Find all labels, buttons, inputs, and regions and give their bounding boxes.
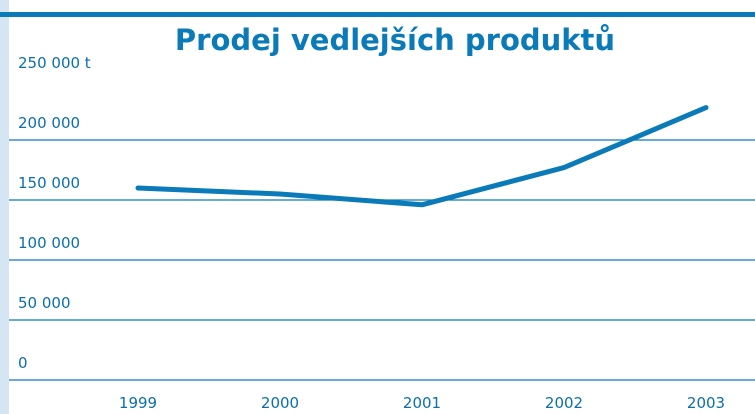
x-tick-label: 1999 [119, 394, 157, 412]
y-tick-label: 0 [18, 354, 28, 372]
y-tick-label: 200 000 [18, 114, 80, 132]
data-line [135, 105, 709, 208]
chart-title: Prodej vedlejších produktů [175, 23, 615, 57]
left-strip [0, 0, 9, 414]
y-tick-label: 250 000 t [18, 54, 91, 72]
x-tick-label: 2001 [403, 394, 441, 412]
top-bar [0, 12, 755, 17]
y-tick-label: 100 000 [18, 234, 80, 252]
x-tick-label: 2002 [545, 394, 583, 412]
x-tick-label: 2000 [261, 394, 299, 412]
x-tick-label: 2003 [687, 394, 725, 412]
y-tick-label: 50 000 [18, 294, 71, 312]
y-tick-label: 150 000 [18, 174, 80, 192]
